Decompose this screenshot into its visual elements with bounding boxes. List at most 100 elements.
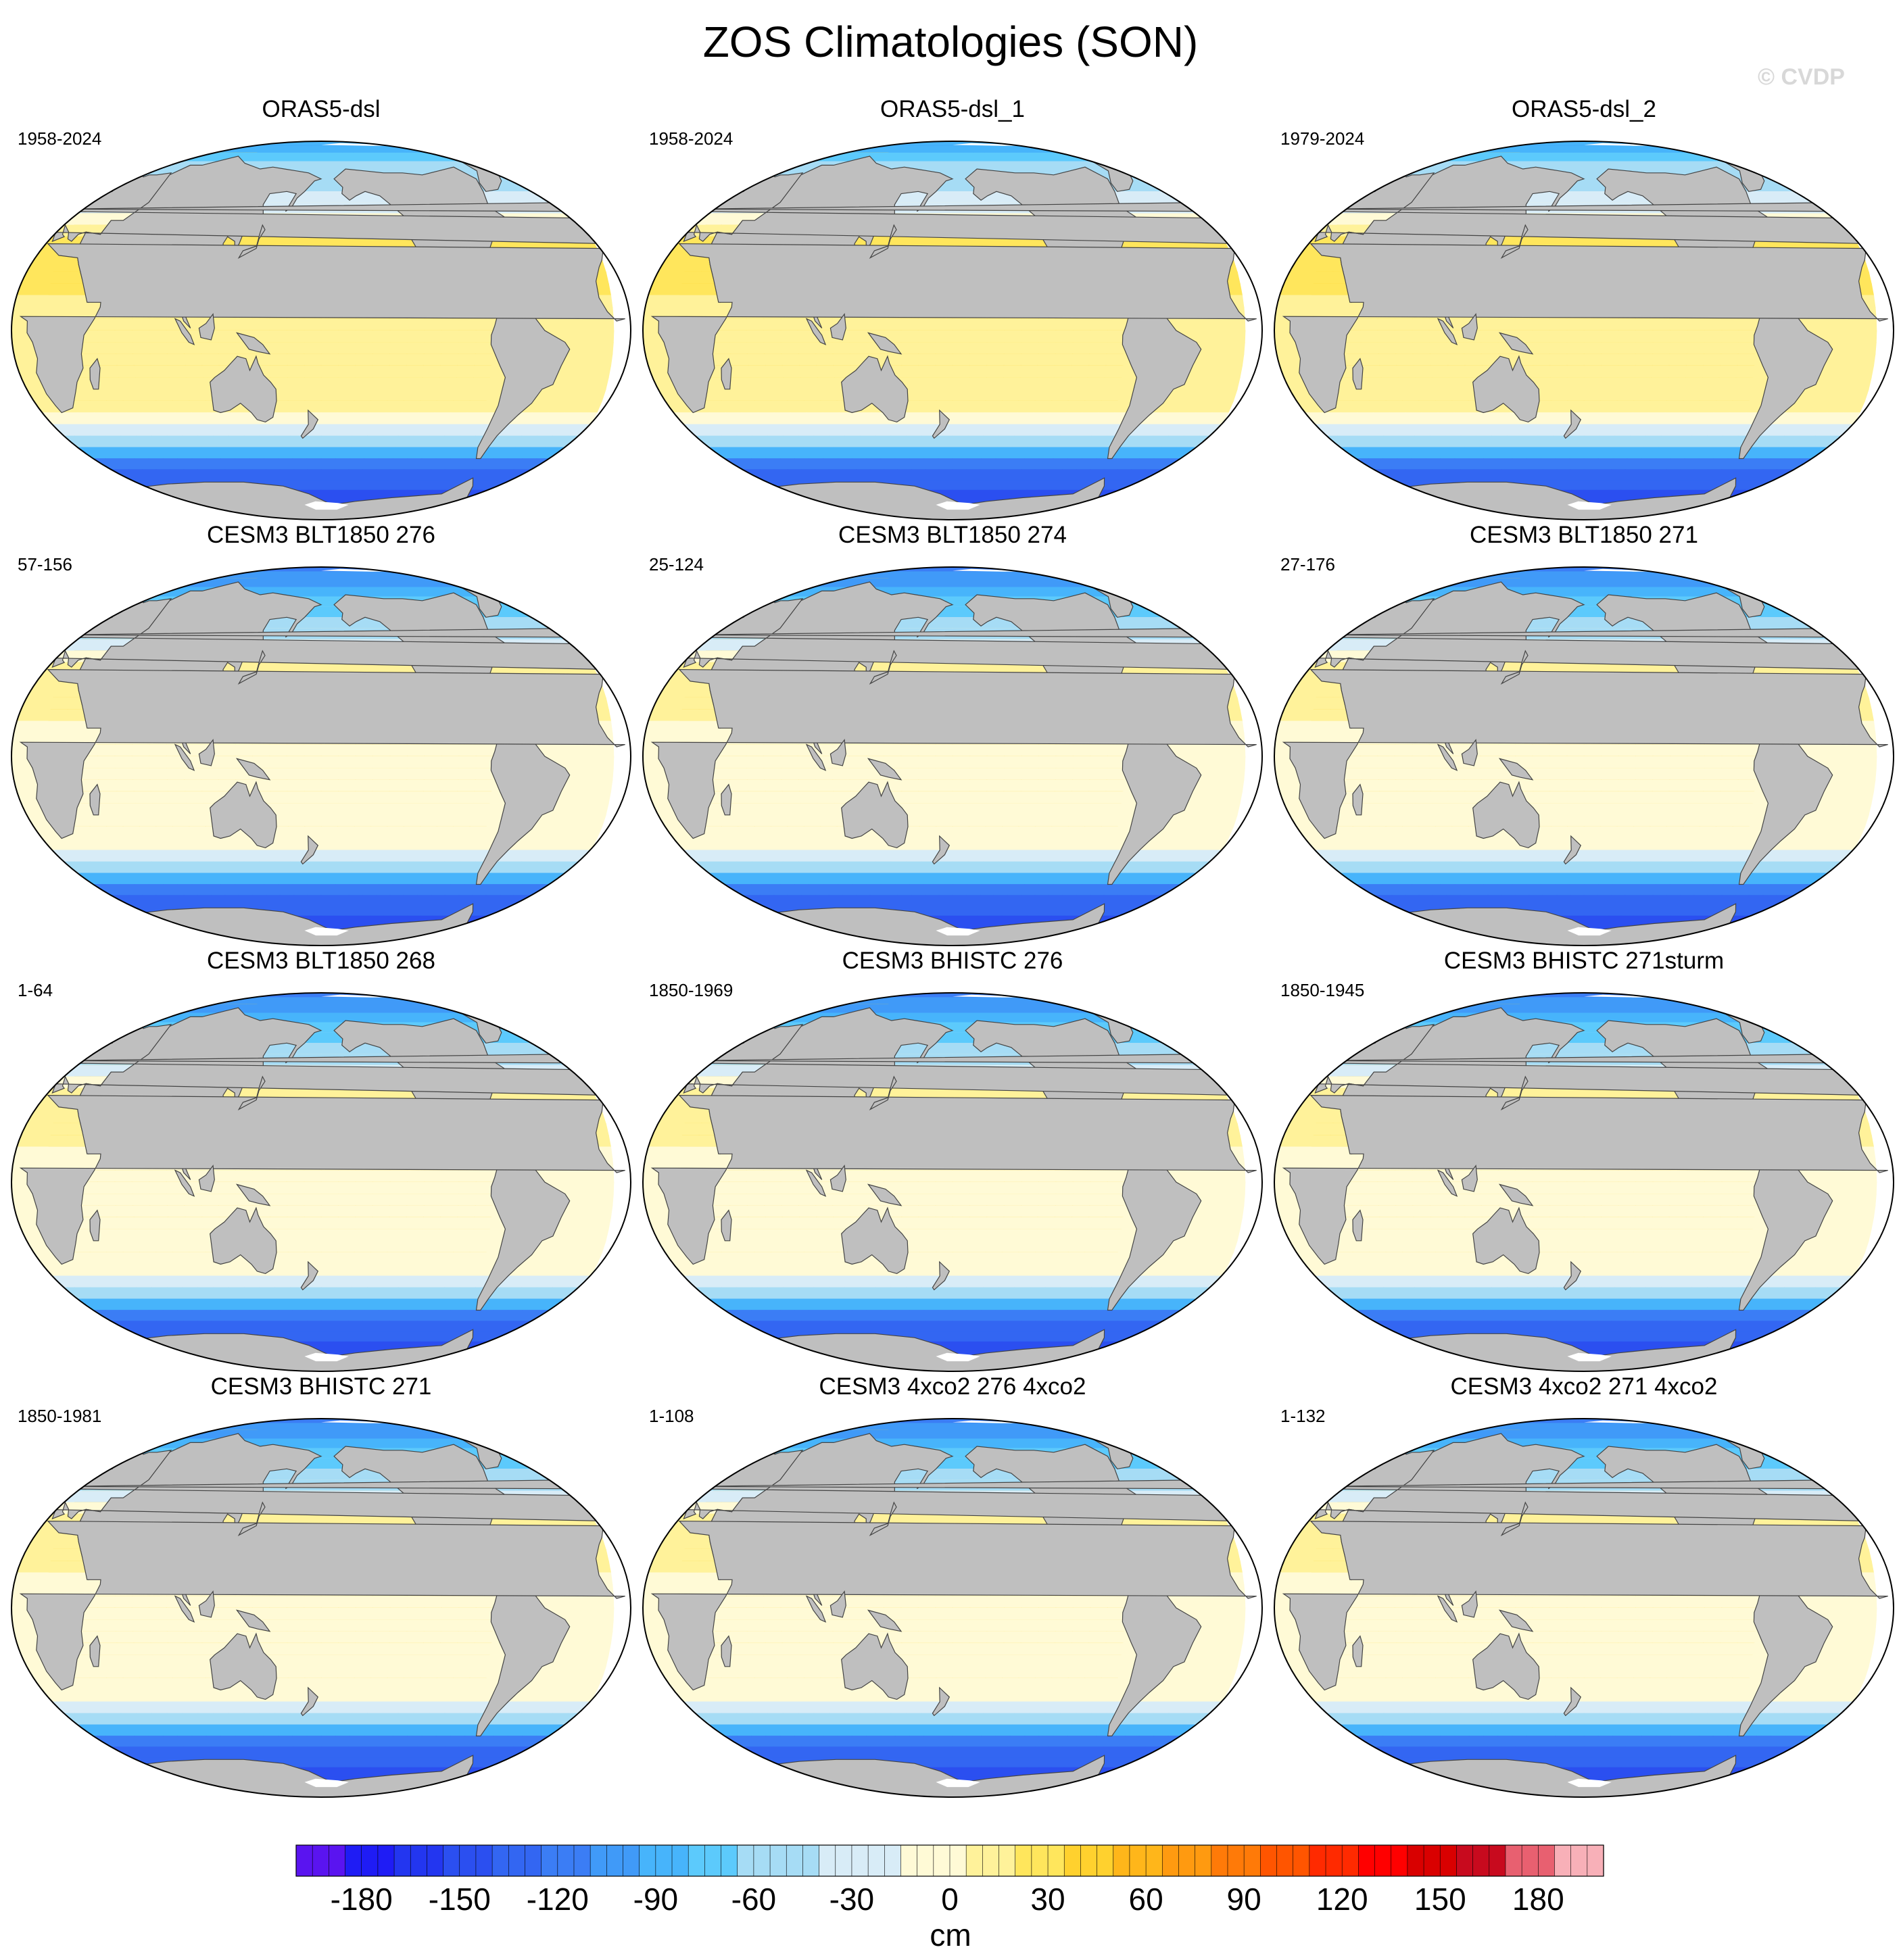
ocean-cell: [812, 145, 836, 153]
ocean-cell: [183, 567, 203, 572]
ocean-cell: [1474, 514, 1493, 520]
ocean-cell: [1792, 180, 1819, 193]
map-graphic: [1274, 141, 1894, 520]
ocean-cell: [231, 567, 249, 572]
panel-period-label: 1958-2024: [649, 128, 733, 149]
ocean-cell: [1052, 141, 1072, 147]
ocean-cell: [1720, 508, 1745, 516]
ocean-cell: [1089, 508, 1113, 516]
ocean-cell: [111, 479, 137, 491]
ocean-cell: [159, 571, 185, 579]
ocean-cell: [1436, 514, 1456, 520]
ocean-cell: [1109, 508, 1135, 516]
ocean-cell: [458, 571, 483, 579]
ocean-cell: [506, 596, 532, 608]
ocean-cell: [1743, 152, 1771, 162]
ocean-cell: [1375, 499, 1404, 509]
ocean-cell: [790, 145, 816, 153]
ocean-cell: [1768, 489, 1796, 501]
ocean-cell: [1089, 514, 1111, 520]
ocean-cell: [1402, 508, 1428, 516]
ocean-cell: [153, 514, 175, 520]
ocean-cell: [1336, 469, 1819, 481]
ocean-cell: [683, 202, 709, 214]
land-australia: [210, 355, 277, 423]
ocean-cell: [1113, 161, 1140, 172]
ocean-cell: [1079, 508, 1103, 516]
ocean-cell: [97, 596, 124, 608]
ocean-cell: [153, 141, 175, 147]
ocean-cell: [478, 571, 504, 579]
ocean-cell: [1069, 145, 1093, 153]
ocean-cell: [794, 141, 816, 147]
ocean-cell: [482, 587, 508, 597]
ocean-cell: [128, 145, 154, 153]
ocean-cell: [1730, 141, 1752, 147]
ocean-cell: [146, 152, 172, 162]
ocean-cell: [170, 508, 195, 516]
ocean-cell: [789, 152, 815, 162]
ocean-cell: [201, 567, 222, 572]
ocean-cell: [439, 141, 460, 147]
ocean-cell: [742, 479, 769, 491]
ocean-cell: [491, 578, 520, 588]
ocean-cell: [1433, 145, 1458, 153]
ocean-cell: [430, 141, 450, 147]
ocean-cell: [1455, 508, 1477, 516]
ocean-cell: [753, 161, 780, 172]
ocean-cell: [62, 458, 89, 470]
land-madagascar: [89, 358, 101, 390]
ocean-cell: [1474, 141, 1493, 147]
ocean-cell: [1043, 514, 1062, 520]
ocean-cell: [494, 161, 521, 172]
ocean-cell: [128, 145, 504, 153]
ocean-cell: [143, 567, 166, 572]
ocean-cell: [458, 567, 480, 572]
ocean-cell: [122, 489, 149, 501]
ocean-cell: [1665, 141, 1684, 147]
ocean-cell: [1071, 514, 1091, 520]
ocean-cell: [1693, 514, 1712, 520]
ocean-cell: [1484, 141, 1503, 147]
ocean-cell: [212, 141, 231, 147]
ocean-cell: [1059, 508, 1082, 516]
ocean-cell: [852, 141, 871, 147]
ocean-cell: [675, 435, 1216, 448]
ocean-cell: [1025, 141, 1042, 147]
map-graphic: [11, 566, 631, 946]
ocean-cell: [1397, 499, 1425, 509]
ocean-cell: [191, 145, 214, 153]
ocean-cell: [1445, 141, 1466, 147]
ocean-cell: [1754, 499, 1782, 509]
ocean-cell: [766, 161, 792, 172]
ocean-cell: [1136, 479, 1163, 491]
ocean-cell: [172, 567, 193, 572]
ocean-cell: [1386, 499, 1415, 509]
ocean-cell: [853, 514, 871, 520]
ocean-cell: [1702, 514, 1723, 520]
ocean-cell: [1080, 141, 1101, 147]
ocean-cell: [1781, 479, 1807, 491]
ocean-cell: [834, 514, 853, 520]
ocean-cell: [674, 213, 700, 226]
map-panel: ORAS5-dsl_2 1979-2024: [1268, 95, 1900, 527]
ocean-cell: [1691, 508, 1713, 516]
ocean-cell: [693, 191, 720, 203]
ocean-cell: [1731, 508, 1756, 516]
ocean-cell: [449, 567, 470, 572]
ocean-cell: [73, 469, 556, 481]
ocean-cell: [1768, 161, 1796, 172]
ocean-cell: [97, 161, 126, 172]
ocean-cell: [1306, 435, 1847, 448]
ocean-cell: [1080, 514, 1101, 520]
ocean-cell: [1412, 508, 1437, 516]
ocean-cell: [1034, 514, 1052, 520]
ocean-cell: [794, 514, 816, 520]
ocean-cell: [1494, 141, 1512, 147]
ocean-cell: [62, 617, 89, 629]
ocean-cell: [506, 161, 533, 172]
ocean-cell: [73, 469, 101, 481]
ocean-cell: [775, 141, 1121, 147]
ocean-cell: [87, 606, 113, 618]
ocean-cell: [693, 458, 721, 470]
